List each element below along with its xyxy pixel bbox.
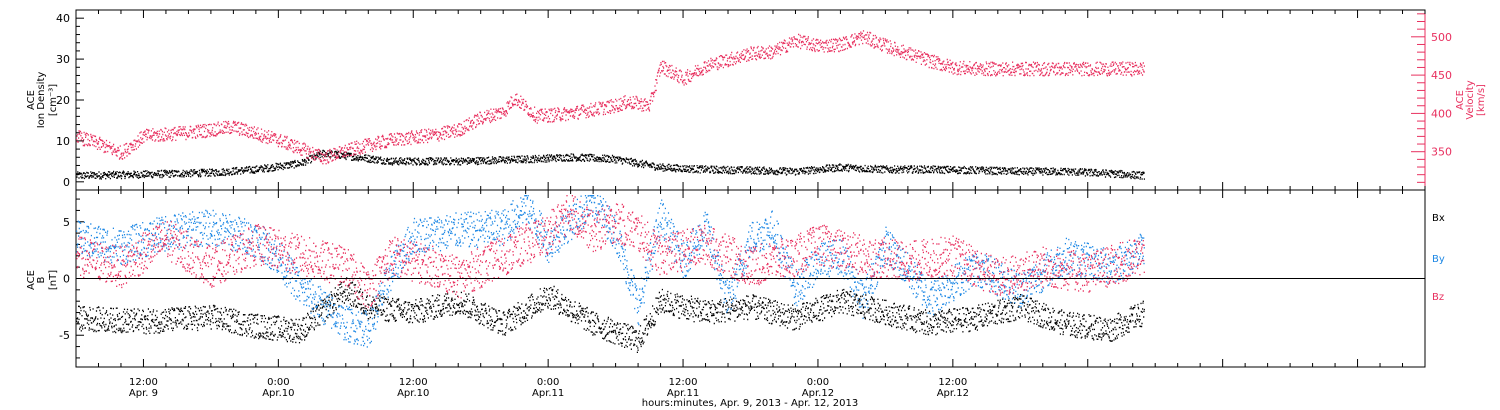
top-y2-tick-label: 450 xyxy=(1431,69,1452,82)
x-tick-label-day: Apr.11 xyxy=(667,388,699,399)
series-density xyxy=(76,149,1145,180)
top-panel: 0 10 20 30 40 350 400 450 500 ACE Ion Density [… xyxy=(26,9,1487,191)
x-tick-label-day: Apr.12 xyxy=(802,388,834,399)
legend-bz: Bz xyxy=(1432,292,1444,303)
x-tick-label-day: Apr.10 xyxy=(397,388,429,399)
top-panel-frame xyxy=(75,9,1426,191)
top-ylabel-line-3: [cm⁻³] xyxy=(48,84,59,116)
x-tick-label-day: Apr.10 xyxy=(262,388,294,399)
top-ylabel-line-1: ACE xyxy=(26,90,37,110)
bottom-series xyxy=(76,195,1145,353)
x-axis-title: hours:minutes, Apr. 9, 2013 - Apr. 12, 2… xyxy=(642,398,858,409)
top-y-tick-label: 0 xyxy=(63,176,70,189)
bottom-y-tick-label: 5 xyxy=(63,216,70,229)
x-tick-label-time: 0:00 xyxy=(537,377,559,388)
series-velocity xyxy=(76,30,1145,165)
top-right-axis: 350 400 450 500 xyxy=(1411,10,1452,190)
top-left-axis: 0 10 20 30 40 xyxy=(56,12,84,189)
bottom-ylabel-line-2: B xyxy=(36,276,47,283)
bottom-y-tick-label: 0 xyxy=(63,273,70,286)
top-y2-tick-label: 500 xyxy=(1431,31,1452,44)
bottom-panel: -5 0 5 ACE B [nT] Bx By Bz xyxy=(26,189,1445,368)
top-y2label-line-3: [km/s] xyxy=(1476,84,1487,116)
top-y2label-line-1: ACE xyxy=(1455,90,1466,110)
series-By xyxy=(76,195,1145,348)
x-tick-label-day: Apr.12 xyxy=(937,388,969,399)
legend: Bx By Bz xyxy=(1432,213,1445,303)
top-y2-tick-label: 350 xyxy=(1431,146,1452,159)
x-tick-label-time: 0:00 xyxy=(807,377,829,388)
legend-by: By xyxy=(1432,254,1445,265)
x-tick-label-time: 12:00 xyxy=(938,377,967,388)
x-tick-label-time: 12:00 xyxy=(129,377,158,388)
x-tick-label-time: 0:00 xyxy=(267,377,289,388)
x-tick-label-time: 12:00 xyxy=(669,377,698,388)
x-tick-label-time: 12:00 xyxy=(399,377,428,388)
top-y-tick-label: 30 xyxy=(56,53,70,66)
x-tick-label-day: Apr.11 xyxy=(532,388,564,399)
top-series xyxy=(76,30,1145,180)
bottom-ylabel-line-3: [nT] xyxy=(48,270,59,290)
series-Bz xyxy=(76,195,1145,308)
top-ylabel-line-2: Ion Density xyxy=(36,72,47,129)
bottom-ylabel-line-1: ACE xyxy=(26,270,37,290)
legend-bx: Bx xyxy=(1432,213,1445,224)
series-Bx xyxy=(76,277,1145,353)
top-y2label: ACE Velocity [km/s] xyxy=(1455,80,1487,119)
bottom-ylabel: ACE B [nT] xyxy=(26,270,59,290)
top-y2label-line-2: Velocity xyxy=(1465,80,1476,119)
top-y-tick-label: 20 xyxy=(56,94,70,107)
top-y-tick-label: 40 xyxy=(56,12,70,25)
top-y2-tick-label: 400 xyxy=(1431,107,1452,120)
x-tick-label-day: Apr. 9 xyxy=(129,388,158,399)
top-ylabel: ACE Ion Density [cm⁻³] xyxy=(26,72,59,129)
bottom-y-tick-label: -5 xyxy=(59,329,70,342)
top-y-tick-label: 10 xyxy=(56,135,70,148)
